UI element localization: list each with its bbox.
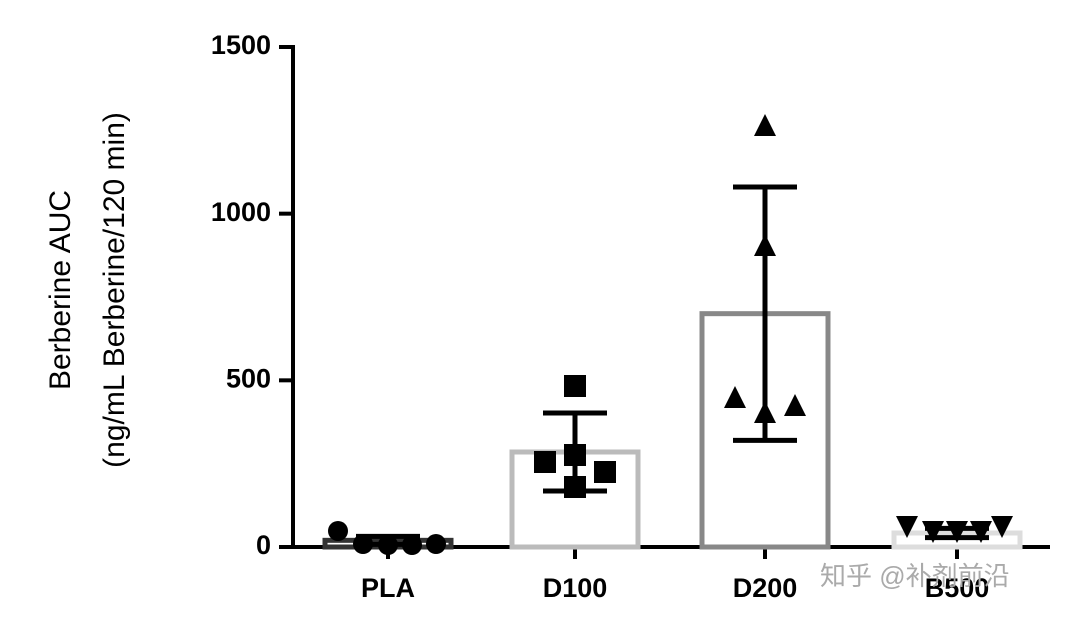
y-label-line: Berberine AUC <box>44 190 77 390</box>
data-point <box>946 521 968 543</box>
x-tick-label: B500 <box>925 573 990 603</box>
data-point <box>564 444 586 466</box>
data-point <box>564 375 586 397</box>
x-tick-label: D100 <box>543 573 608 603</box>
watermark: 知乎 @补剂前沿 <box>820 561 1010 591</box>
data-point <box>896 516 918 538</box>
y-tick-label: 0 <box>256 530 271 560</box>
y-tick-label: 1000 <box>211 197 271 227</box>
data-point <box>754 114 776 136</box>
data-point <box>784 394 806 416</box>
data-point <box>426 534 446 554</box>
y-tick-label: 1500 <box>211 30 271 60</box>
data-point <box>402 535 422 555</box>
data-point <box>564 476 586 498</box>
data-point <box>594 461 616 483</box>
y-label-line: (ng/mL Berberine/120 min) <box>98 112 131 468</box>
data-point <box>328 521 348 541</box>
x-tick-label: D200 <box>733 573 798 603</box>
data-point <box>754 401 776 423</box>
data-point <box>534 451 556 473</box>
y-tick-label: 500 <box>226 363 271 393</box>
data-point <box>353 534 373 554</box>
data-point <box>724 386 746 408</box>
y-axis-label: Berberine AUC (ng/mL Berberine/120 min) <box>44 112 131 468</box>
data-point <box>922 521 944 543</box>
data-point <box>970 521 992 543</box>
data-point <box>754 234 776 256</box>
x-tick-label: PLA <box>361 573 415 603</box>
data-point <box>378 535 398 555</box>
data-point <box>991 516 1013 538</box>
